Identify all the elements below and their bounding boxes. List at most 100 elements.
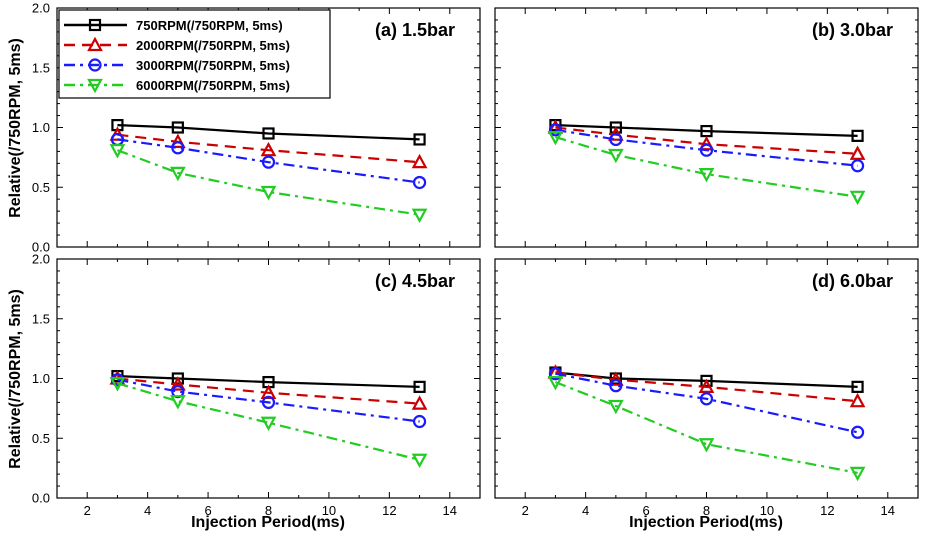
series-line	[117, 138, 420, 184]
panel-c: 0.0 0.5 1.0 1.5 2.0 2 4 6 8 10 12 14 (c) 4.5bar	[32, 252, 481, 518]
panels: 0.00.51.01.52.0(a) 1.5bar (b) 3.0bar0.00.…	[32, 1, 919, 518]
data-point	[548, 123, 563, 137]
data-point	[412, 175, 427, 190]
y-axis-label: Relative(/750RPM, 5ms)	[7, 289, 24, 469]
series-line	[555, 372, 858, 434]
data-point	[260, 185, 277, 201]
data-point	[170, 133, 186, 148]
y-tick-label: 0.0	[32, 240, 50, 255]
panel-title: (d) 6.0bar	[812, 271, 893, 291]
data-point	[412, 414, 427, 429]
data-point	[261, 395, 276, 409]
y-tick-label: 1.0	[32, 120, 50, 135]
legend-marker	[88, 58, 102, 72]
legend-marker	[87, 36, 103, 52]
series-line	[117, 378, 420, 423]
data-point	[260, 141, 277, 157]
data-point	[413, 133, 426, 146]
legend-label: 6000RPM(/750RPM, 5ms)	[136, 78, 290, 93]
data-point	[260, 416, 277, 432]
series-line	[555, 128, 858, 167]
y-tick-label: 1.5	[32, 60, 50, 75]
data-point	[548, 367, 563, 381]
panel-a: 0.0 0.5 1.0 1.5 2.0 (a) 1.5bar	[32, 1, 481, 255]
data-point	[411, 453, 428, 469]
series-line	[117, 375, 420, 388]
series-line	[555, 371, 858, 388]
y-tick-label: 1.5	[32, 311, 50, 326]
data-point	[171, 141, 185, 155]
x-tick-label: 10	[322, 503, 336, 518]
y-tick-label: 0.0	[32, 491, 50, 506]
data-point	[849, 466, 866, 482]
y-tick-label: 2.0	[32, 1, 50, 16]
x-tick-label: 12	[820, 503, 834, 518]
data-point	[262, 127, 275, 140]
legend-label: 3000RPM(/750RPM, 5ms)	[136, 58, 290, 73]
legend-label: 750RPM(/750RPM, 5ms)	[136, 18, 283, 33]
x-tick-label: 12	[382, 503, 396, 518]
data-point	[261, 155, 276, 169]
legend: 750RPM(/750RPM, 5ms) 2000RPM(/750RPM, 5ms…	[58, 9, 331, 99]
data-point	[170, 166, 186, 182]
data-point	[109, 377, 126, 392]
data-point	[850, 425, 865, 439]
x-tick-label: 6	[204, 503, 211, 518]
data-point	[849, 145, 866, 160]
data-point	[411, 208, 428, 224]
panel-title: (c) 4.5bar	[375, 271, 455, 291]
data-point	[849, 190, 866, 206]
legend-marker	[88, 18, 102, 32]
data-point	[608, 399, 624, 415]
x-tick-label: 2	[522, 503, 529, 518]
data-point	[170, 395, 186, 410]
data-point	[109, 144, 126, 159]
data-point	[171, 121, 184, 134]
x-tick-label: 8	[265, 503, 272, 518]
shared-axis-labels: Injection Period(ms) Injection Period(ms)…	[7, 38, 783, 531]
data-point	[609, 121, 622, 134]
data-point	[411, 395, 428, 410]
y-tick-label: 0.5	[32, 431, 50, 446]
data-point	[608, 148, 624, 164]
series-line	[554, 381, 858, 474]
data-point	[411, 153, 428, 169]
data-point	[849, 392, 866, 408]
data-point	[850, 159, 865, 173]
x-tick-label: 8	[703, 503, 710, 518]
data-point	[609, 379, 623, 393]
y-tick-label: 2.0	[32, 252, 50, 267]
data-point	[851, 129, 864, 142]
data-point	[547, 375, 564, 391]
series-line	[117, 382, 420, 461]
y-tick-label: 0.5	[32, 180, 50, 195]
x-axis-label: Injection Period(ms)	[191, 514, 345, 531]
series-line	[117, 124, 420, 141]
data-point	[699, 143, 714, 157]
x-tick-label: 4	[582, 503, 589, 518]
data-point	[413, 380, 426, 393]
x-tick-label: 6	[642, 503, 649, 518]
panel-title: (b) 3.0bar	[812, 20, 893, 40]
data-point	[699, 392, 714, 406]
data-point	[547, 130, 564, 146]
series-line	[555, 136, 858, 198]
x-axis-label: Injection Period(ms)	[629, 514, 783, 531]
data-point	[698, 438, 715, 453]
data-point	[698, 168, 715, 183]
series-line	[555, 124, 858, 137]
x-tick-label: 2	[84, 503, 91, 518]
y-axis-label: Relative(/750RPM, 5ms)	[7, 38, 24, 218]
x-tick-label: 4	[144, 503, 151, 518]
data-point	[609, 132, 623, 147]
x-tick-label: 14	[881, 503, 895, 518]
panel-d: 2 4 6 8 10 12 14 (d) 6.0bar	[494, 258, 919, 518]
y-tick-label: 1.0	[32, 371, 50, 386]
data-point	[851, 380, 864, 393]
panel-b: (b) 3.0bar	[494, 7, 919, 248]
x-tick-label: 14	[443, 503, 457, 518]
panel-title: (a) 1.5bar	[375, 20, 455, 40]
legend-label: 2000RPM(/750RPM, 5ms)	[136, 38, 290, 53]
data-point	[698, 378, 715, 393]
